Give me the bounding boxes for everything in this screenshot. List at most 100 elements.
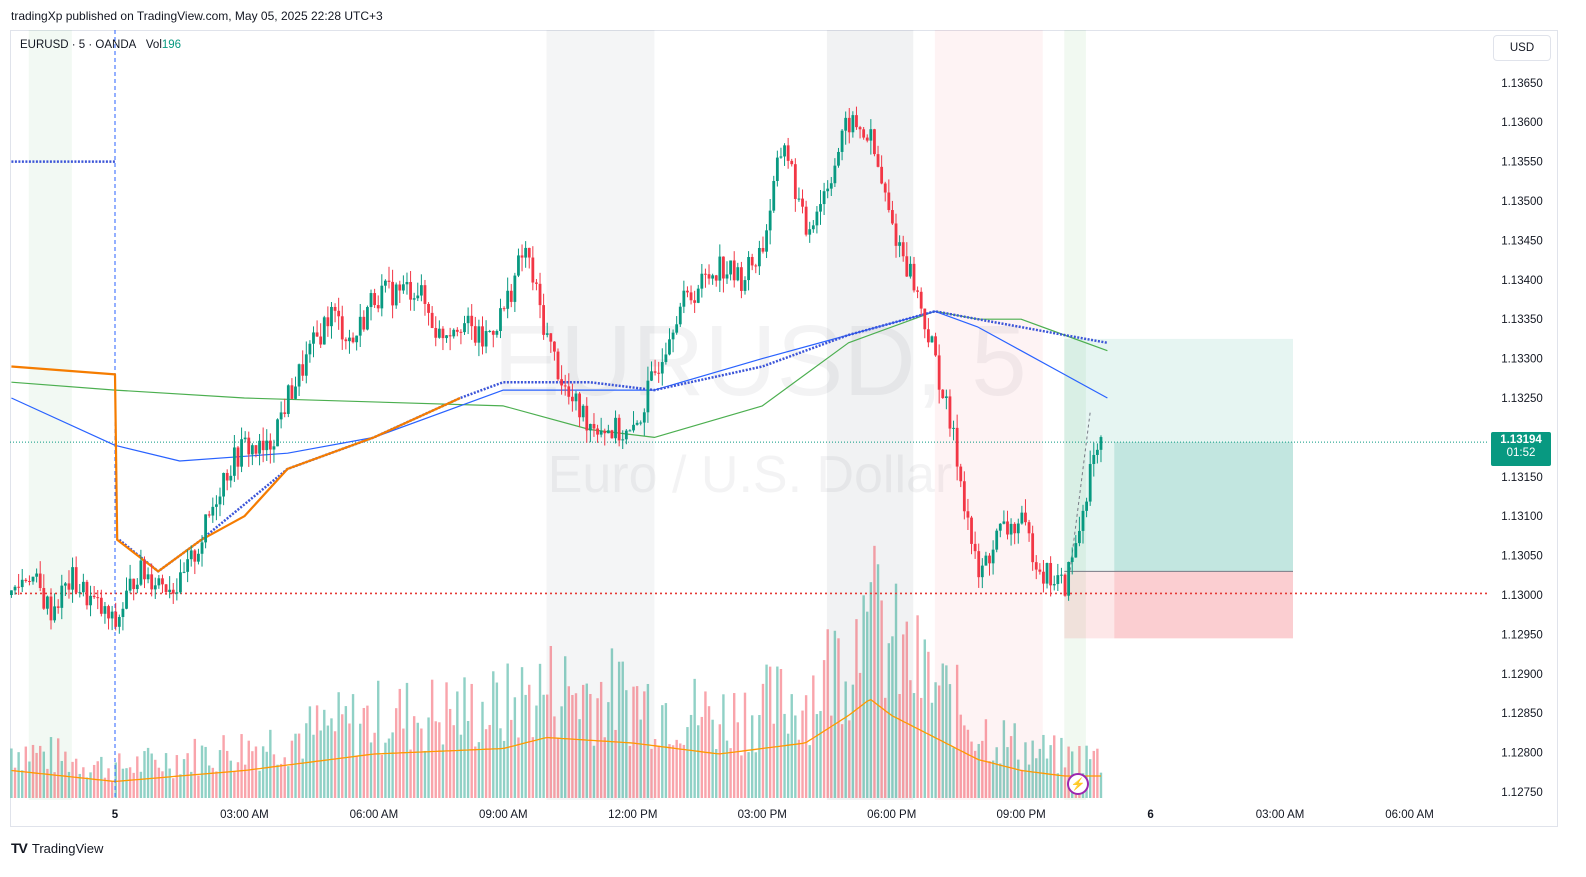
candle-body	[973, 543, 977, 552]
candle-body	[168, 589, 172, 592]
volume-bar	[128, 767, 132, 798]
candle-body	[193, 550, 197, 562]
volume-bar	[848, 720, 851, 798]
candle-body	[366, 307, 369, 330]
candle-body	[970, 517, 973, 544]
volume-bar	[125, 768, 128, 798]
candle-body	[524, 247, 528, 258]
chart-legend[interactable]: EURUSD · 5 · OANDA Vol196	[20, 39, 181, 51]
candle-body	[294, 386, 297, 399]
candle-body	[880, 166, 884, 184]
volume-bar	[621, 661, 624, 798]
volume-bar	[402, 728, 405, 798]
volume-bar	[1063, 767, 1067, 798]
candle-body	[182, 571, 186, 573]
candle-body	[419, 285, 423, 296]
candle-body	[678, 306, 682, 325]
volume-bar	[172, 778, 175, 798]
volume-bar	[1017, 759, 1020, 798]
volume-bar	[538, 663, 542, 798]
moving-averages	[11, 160, 1108, 573]
position-stop-zone[interactable]	[1064, 571, 1293, 639]
candle-body	[668, 339, 671, 355]
candle-body	[495, 331, 499, 335]
volume-bar	[776, 666, 779, 798]
candle-body	[556, 351, 560, 380]
currency-button[interactable]: USD	[1493, 35, 1551, 61]
candle-body	[873, 129, 876, 155]
volume-bar	[312, 734, 315, 798]
candle-body	[215, 504, 218, 507]
candle-body	[409, 281, 412, 300]
candle-body	[660, 362, 664, 374]
candle-body	[45, 596, 49, 609]
volume-bar	[466, 720, 470, 798]
volume-bar	[355, 756, 358, 798]
volume-bar	[866, 611, 869, 798]
volume-bar	[67, 771, 71, 798]
candle-body	[448, 335, 452, 337]
lightning-icon[interactable]: ⚡	[1067, 773, 1089, 795]
candle-body	[901, 242, 905, 257]
volume-bar	[952, 747, 955, 798]
candle-body	[675, 324, 679, 333]
volume-bar	[416, 722, 419, 798]
volume-bar	[531, 737, 535, 798]
volume-bar	[71, 761, 74, 798]
volume-bar	[510, 719, 513, 798]
candle-body	[330, 306, 333, 327]
volume-bar	[1009, 736, 1013, 798]
volume-bar	[78, 773, 81, 798]
candle-body	[937, 355, 941, 390]
volume-bar	[671, 745, 675, 798]
volume-bar	[934, 682, 937, 798]
volume-bar	[937, 685, 941, 798]
volume-bar	[614, 729, 617, 798]
candle-body	[535, 282, 538, 284]
candle-body	[362, 316, 366, 330]
candle-body	[578, 393, 581, 418]
candle-body	[99, 597, 103, 614]
published-caption: tradingXp published on TradingView.com, …	[11, 9, 383, 23]
candle-body	[1074, 543, 1078, 558]
candle-body	[107, 606, 110, 619]
candle-body	[912, 263, 916, 291]
volume-bar	[887, 643, 891, 798]
candle-body	[132, 578, 136, 590]
candle-body	[232, 447, 236, 476]
volume-bar	[815, 714, 819, 798]
candle-body	[135, 584, 139, 590]
candle-body	[610, 430, 614, 439]
volume-bar	[729, 748, 732, 798]
volume-bar	[959, 714, 962, 798]
position-target-zone[interactable]	[1064, 338, 1293, 572]
candle-body	[527, 247, 531, 258]
volume-bar	[905, 621, 909, 798]
candle-body	[722, 256, 725, 279]
candle-body	[463, 323, 466, 333]
candle-body	[761, 247, 765, 252]
candle-body	[646, 380, 650, 413]
candle-body	[258, 440, 261, 454]
tradingview-brand[interactable]: TV TradingView	[11, 840, 103, 856]
volume-bar	[344, 706, 348, 798]
volume-bar	[862, 595, 865, 798]
candle-body	[765, 230, 768, 252]
volume-bar	[369, 742, 373, 798]
candle-body	[441, 328, 445, 339]
volume-bar	[635, 686, 639, 798]
volume-bar	[902, 634, 905, 798]
candle-body	[17, 586, 21, 588]
volume-bar	[941, 663, 944, 798]
candle-body	[855, 115, 858, 128]
volume-bar	[290, 740, 294, 798]
volume-bar	[837, 638, 840, 798]
volume-bar	[283, 757, 286, 798]
candle-body	[750, 257, 754, 266]
volume-bar	[430, 679, 434, 798]
candle-body	[92, 595, 96, 598]
candle-body	[700, 273, 704, 289]
volume-bar	[794, 715, 797, 798]
candle-body	[621, 439, 625, 441]
